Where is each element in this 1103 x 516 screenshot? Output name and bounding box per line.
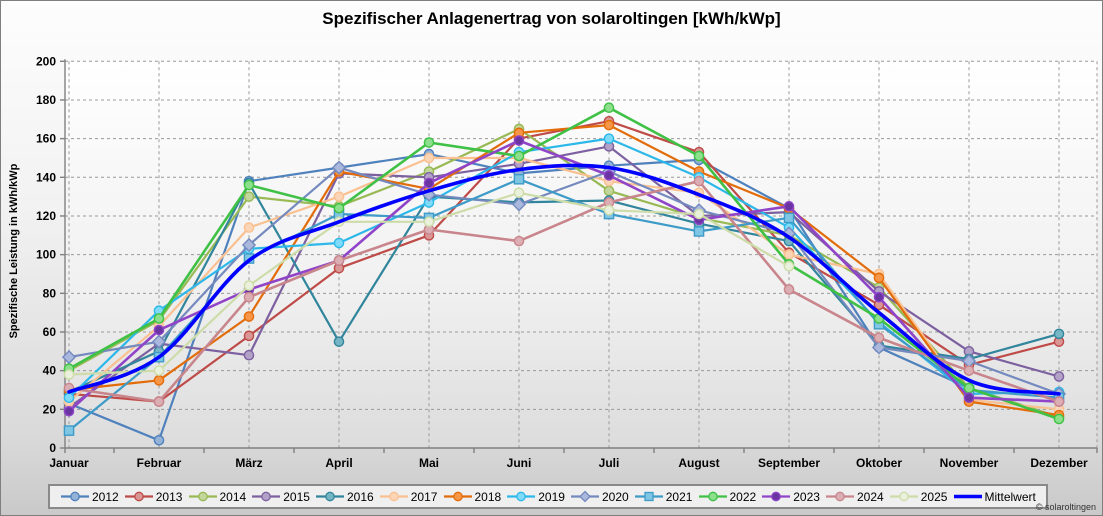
legend-marker-2016	[325, 491, 335, 502]
y-tick-label: 100	[36, 248, 56, 262]
legend-swatch-2021	[634, 491, 663, 502]
legend-swatch-2016	[316, 491, 344, 502]
legend-marker-2021	[644, 491, 654, 502]
axis-labels: 0 20 40 60 80 100 120 140 160 180 200 Januar Februar…	[36, 54, 1088, 470]
legend-swatch-2023	[762, 491, 791, 502]
legend-label-2016: 2016	[347, 489, 374, 504]
legend-marker-2025	[898, 491, 909, 502]
legend-item-Mittelwert: Mittelwert	[953, 490, 1036, 504]
series-2024	[63, 175, 1065, 407]
legend-item-2023: 2023	[761, 490, 820, 504]
legend-marker-2023	[771, 491, 782, 502]
legend-label-2014: 2014	[219, 489, 247, 504]
axes	[60, 59, 1098, 453]
x-tick-label: September	[758, 456, 820, 470]
legend-label-2020: 2020	[602, 489, 629, 504]
legend-swatch-Mittelwert	[953, 494, 982, 499]
legend-label-2024: 2024	[857, 489, 884, 504]
x-tick-label: Dezember	[1030, 456, 1088, 470]
y-tick-label: 180	[36, 93, 56, 107]
legend-swatch-2019	[507, 491, 536, 502]
x-tick-label: August	[678, 456, 719, 470]
legend-swatch-2015	[252, 491, 281, 502]
legend-label-2021: 2021	[665, 489, 693, 504]
legend-label-2019: 2019	[538, 489, 565, 504]
legend-swatch-2012	[61, 491, 89, 502]
series-2025	[63, 187, 795, 380]
legend-item-2013: 2013	[124, 489, 183, 504]
legend-marker-2020	[579, 490, 591, 503]
legend-swatch-2014	[188, 491, 217, 502]
y-tick-label: 120	[36, 209, 56, 223]
legend-marker-2019	[516, 491, 527, 502]
legend-item-2024: 2024	[825, 490, 884, 504]
legend-label-2023: 2023	[793, 489, 820, 504]
y-tick-label: 20	[43, 402, 57, 416]
x-tick-label: Juni	[507, 456, 532, 470]
legend-item-2012: 2012	[60, 490, 119, 504]
y-tick-label: 60	[43, 325, 57, 339]
legend-swatch-2024	[826, 491, 854, 502]
y-tick-label: 0	[49, 441, 56, 455]
legend-label-2013: 2013	[155, 489, 183, 504]
chart-title: Spezifischer Anlagenertrag von solarolti…	[322, 9, 781, 28]
legend-swatch-2013	[124, 491, 153, 502]
legend-label-2017: 2017	[410, 489, 438, 504]
legend-marker-2022	[707, 491, 718, 502]
x-tick-label: Februar	[137, 456, 182, 470]
legend-marker-2024	[835, 491, 845, 502]
series-Mittelwert	[67, 163, 1061, 396]
legend-item-2021: 2021	[634, 489, 693, 504]
y-tick-label: 200	[36, 54, 56, 68]
legend-label-2015: 2015	[283, 489, 310, 504]
legend: 2012 2013 2014 2015 2016 2017 2018 2019 2020 2021…	[48, 484, 1048, 509]
legend-swatch-2020	[571, 490, 599, 503]
y-tick-label: 80	[43, 286, 57, 300]
x-tick-label: Juli	[599, 456, 620, 470]
y-tick-label: 140	[36, 170, 56, 184]
legend-marker-2017	[388, 491, 399, 502]
x-tick-label: Mai	[419, 456, 439, 470]
legend-item-2014: 2014	[188, 489, 247, 504]
legend-swatch-2018	[443, 491, 472, 502]
legend-item-2022: 2022	[698, 489, 757, 504]
legend-item-2015: 2015	[251, 490, 310, 504]
legend-item-2018: 2018	[443, 489, 502, 504]
gridlines	[65, 60, 1098, 448]
legend-label-2012: 2012	[92, 489, 119, 504]
x-tick-label: November	[940, 456, 999, 470]
legend-label-Mittelwert: Mittelwert	[984, 489, 1036, 504]
legend-label-2018: 2018	[474, 489, 502, 504]
legend-swatch-2025	[889, 491, 918, 502]
y-tick-label: 160	[36, 132, 56, 146]
legend-swatch-2022	[698, 491, 727, 502]
legend-item-2017: 2017	[379, 489, 438, 504]
legend-item-2025: 2025	[889, 489, 948, 504]
legend-marker-2012	[70, 491, 80, 502]
y-tick-label: 40	[43, 364, 57, 378]
x-tick-label: Oktober	[856, 456, 902, 470]
legend-label-2022: 2022	[729, 489, 757, 504]
legend-item-2020: 2020	[570, 490, 629, 504]
x-tick-label: Januar	[49, 456, 89, 470]
legend-marker-2014	[197, 491, 208, 502]
legend-item-2019: 2019	[506, 490, 565, 504]
x-tick-label: April	[325, 456, 352, 470]
legend-item-2016: 2016	[315, 490, 374, 504]
legend-marker-2018	[452, 491, 463, 502]
legend-label-2025: 2025	[920, 489, 948, 504]
x-tick-label: März	[235, 456, 262, 470]
legend-swatch-2017	[379, 491, 408, 502]
copyright-label: © solaroltingen	[1035, 502, 1096, 512]
legend-marker-2013	[133, 491, 144, 502]
legend-marker-2015	[261, 491, 272, 502]
